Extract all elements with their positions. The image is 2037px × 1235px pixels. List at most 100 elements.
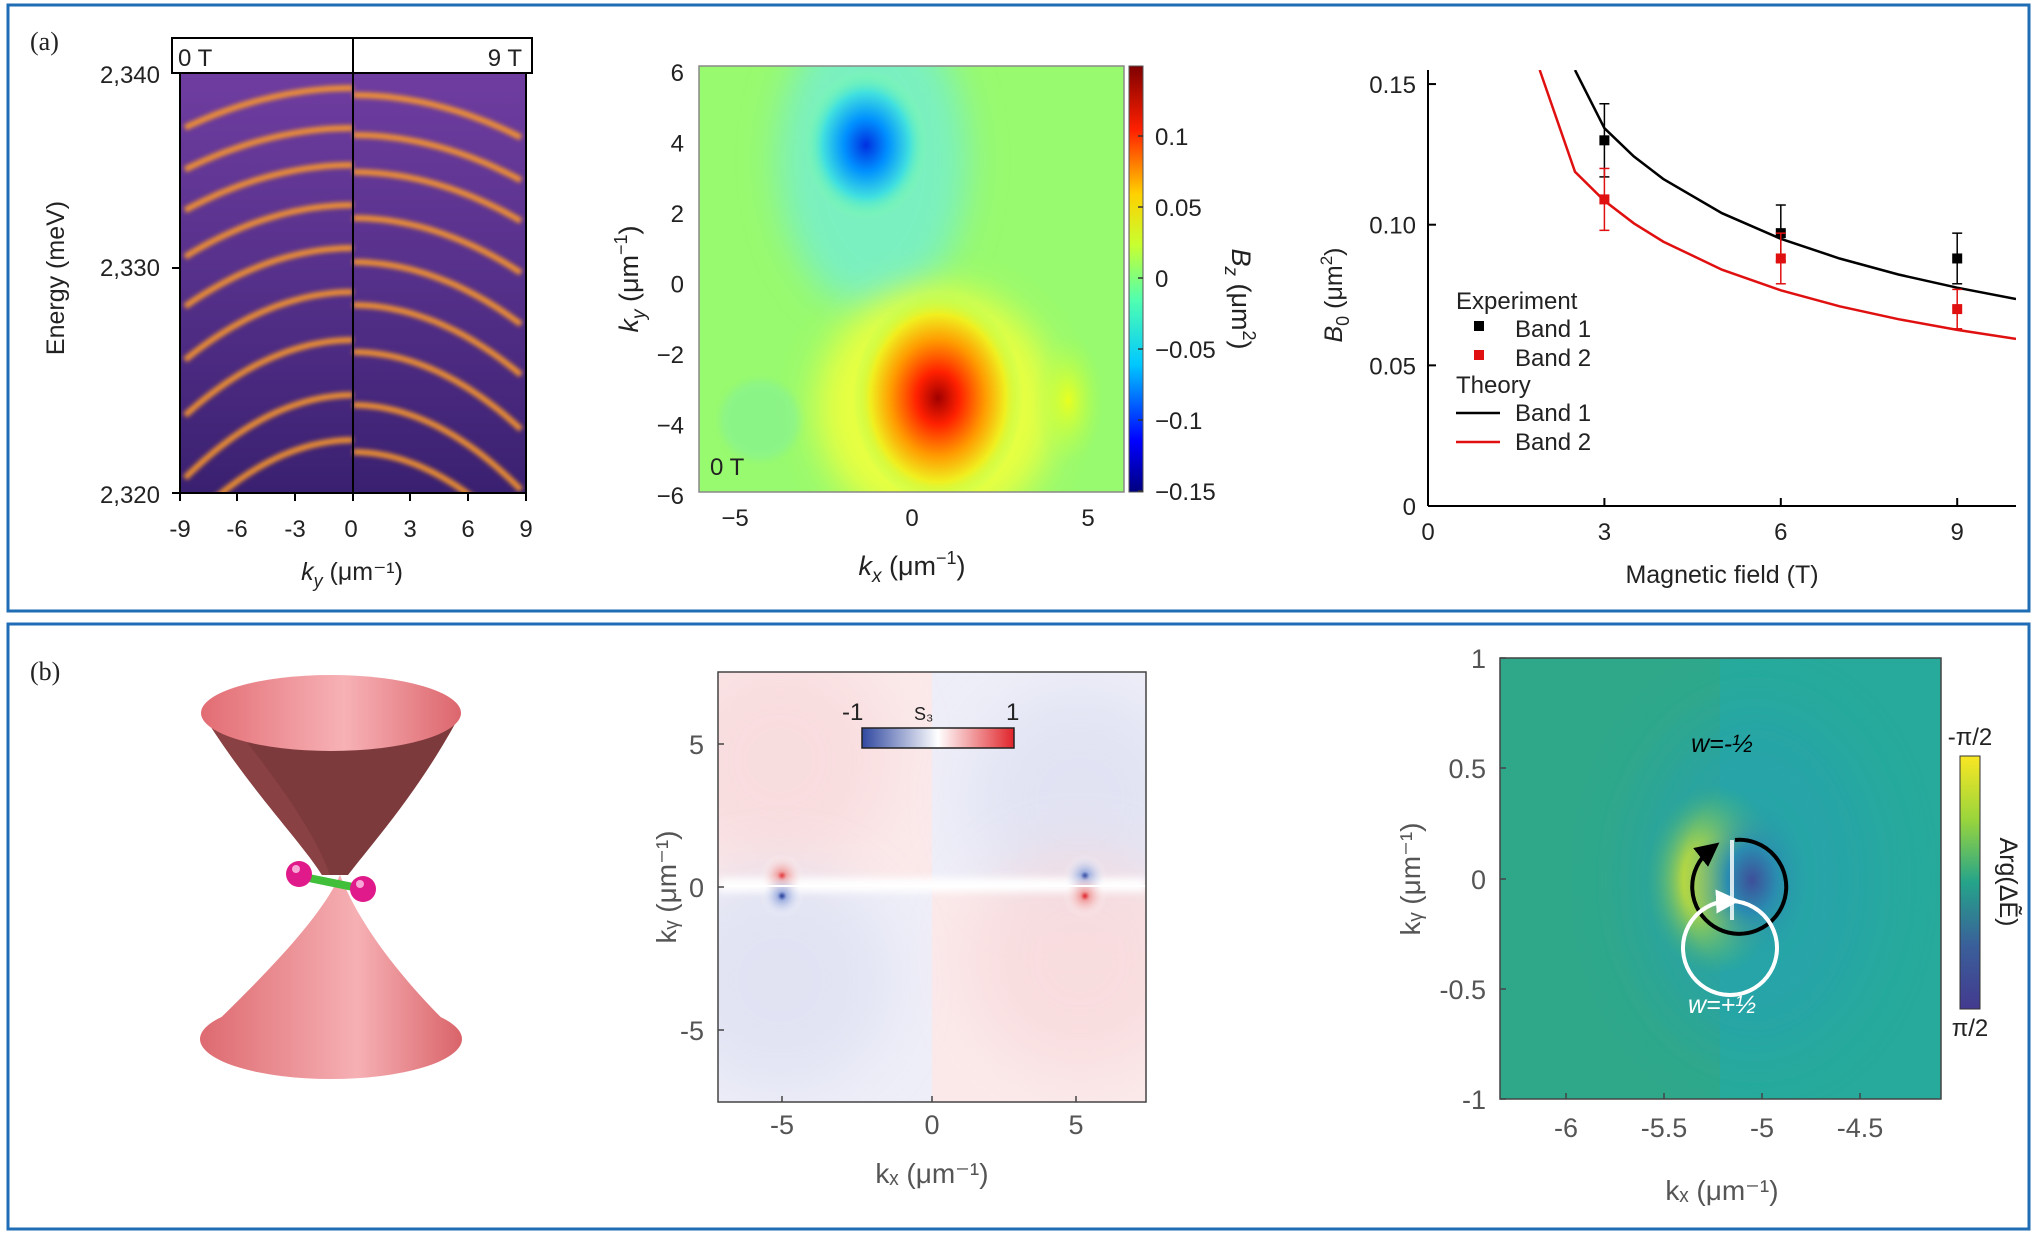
- legend-label-band2-theory: Band 2: [1515, 429, 1591, 456]
- legend-label-band2-exp: Band 2: [1515, 345, 1591, 372]
- legend-theory-title: Theory: [1456, 372, 1531, 399]
- spectrum-bands: [182, 85, 524, 493]
- b0-xlabel: Magnetic field (T): [1625, 561, 1818, 589]
- cb-tick-label: 0: [1155, 266, 1168, 293]
- x-tick-label: 0: [344, 516, 357, 543]
- y-tick-label: −2: [657, 342, 684, 369]
- exceptional-point-right: [350, 876, 376, 902]
- y-tick-label: 0.15: [1369, 72, 1416, 99]
- cb-tick-label: 0.1: [1155, 124, 1188, 151]
- x-tick-label: -3: [284, 516, 305, 543]
- x-tick-label: 3: [1598, 519, 1611, 546]
- spectrum-plot: 0 T 9 T 2,340 2,330 2,320 Energy (meV) -…: [42, 37, 533, 591]
- plot-area: [1538, 70, 2016, 341]
- arg-ticks: -6 -5.5 -5 -4.5 1 0.5 0 -0.5 -1: [1439, 644, 1883, 1143]
- winding-loop-bottom: [1681, 889, 1779, 997]
- arg-colorbar: [1959, 755, 1981, 1010]
- x-tick-label: -5: [770, 1110, 794, 1140]
- y-tick-label: -0.5: [1439, 975, 1486, 1005]
- panel-b-frame: [6, 622, 2031, 1231]
- y-tick-label: 0: [689, 873, 704, 903]
- x-tick-label: 5: [1068, 1110, 1083, 1140]
- legend-marker-band1: [1474, 321, 1484, 331]
- y-tick-label: 5: [689, 730, 704, 760]
- arg-cb-label: Arg(ΔẼ): [1994, 838, 2023, 927]
- data-point: [1952, 304, 1963, 315]
- s3-map: -1 S₃ 1 -5 0 5 5 0 -5 kₓ (μm⁻¹) kᵧ (μm⁻¹): [651, 671, 1147, 1189]
- y-tick-label: 0: [1403, 494, 1416, 521]
- y-tick-label: 0.05: [1369, 353, 1416, 380]
- y-tick-label: 0: [1471, 865, 1486, 895]
- x-tick-label: -5.5: [1641, 1113, 1688, 1143]
- spectrum-band: [183, 125, 354, 173]
- spectrum-band: [183, 202, 354, 260]
- spectrum-band: [352, 259, 523, 327]
- legend-label-band1-theory: Band 1: [1515, 400, 1591, 427]
- data-point: [1952, 253, 1963, 264]
- bz-map: 0 T −5 0 5 6 4 2 0 −2 −4 −6 0.1 0.05 0 −0.05 −0.1 −0.1…: [611, 60, 1259, 587]
- w-top-label: w=-½: [1691, 730, 1753, 758]
- cone-base: [200, 999, 462, 1079]
- spectrum-band: [182, 392, 354, 481]
- y-tick-label: 0.10: [1369, 213, 1416, 240]
- spectrum-xlabel: ky (μm⁻¹): [301, 558, 403, 591]
- legend-marker-band2: [1474, 350, 1484, 360]
- data-point: [1599, 194, 1610, 205]
- legend-label-band1-exp: Band 1: [1515, 316, 1591, 343]
- spectrum-band: [352, 349, 524, 432]
- s3-cb-max: 1: [1006, 699, 1019, 726]
- winding-loop-top: [1690, 837, 1789, 936]
- spectrum-left-label: 0 T: [178, 45, 213, 72]
- s3-cb-title: S₃: [914, 704, 933, 724]
- bz-map-ticks: −5 0 5 6 4 2 0 −2 −4 −6: [657, 60, 1095, 532]
- y-tick-label: -5: [680, 1016, 704, 1046]
- cone-lower: [200, 875, 462, 1038]
- x-tick-label: -4.5: [1837, 1113, 1884, 1143]
- s3-spot: [1063, 874, 1107, 918]
- dirac-cone: [200, 675, 462, 1079]
- arg-ylabel: kᵧ (μm⁻¹): [1395, 823, 1426, 936]
- spectrum-band: [352, 449, 472, 493]
- spectrum-ylabel: Energy (meV): [42, 201, 70, 355]
- s3-ticks: -5 0 5 5 0 -5: [680, 730, 1084, 1140]
- b0-chart-body: 0 3 6 9 0 0.05 0.10 0.15: [1369, 70, 2016, 546]
- arg-cb-top: -π/2: [1948, 724, 1993, 751]
- spectrum-band: [352, 169, 523, 224]
- x-tick-label: 9: [1951, 519, 1964, 546]
- y-tick-label: −4: [657, 413, 684, 440]
- cone-upper: [202, 713, 461, 875]
- x-tick-label: -6: [226, 516, 247, 543]
- theory-line-band-2: [1538, 70, 2016, 341]
- s3-ylabel: kᵧ (μm⁻¹): [651, 831, 682, 944]
- x-tick-label: 0: [924, 1110, 939, 1140]
- bz-colorbar-label: Bz (μm2): [1220, 248, 1259, 349]
- y-tick-label: 0.5: [1448, 754, 1486, 784]
- spectrum-ytick: 2,320: [100, 482, 160, 509]
- arg-map: w=-½ w=+½ -π/2 π/2 Arg(ΔẼ) -6 -5.5 -5 -4.5 1…: [1395, 644, 2023, 1206]
- spectrum-band: [183, 162, 354, 213]
- y-tick-label: -1: [1462, 1085, 1486, 1115]
- s3-xlabel: kₓ (μm⁻¹): [875, 1158, 988, 1189]
- x-tick-label: -9: [169, 516, 190, 543]
- cone-top-rim: [201, 675, 461, 751]
- spectrum-band: [352, 302, 523, 378]
- x-tick-label: 6: [461, 516, 474, 543]
- x-tick-label: -6: [1554, 1113, 1578, 1143]
- b0-chart: 0 3 6 9 0 0.05 0.10 0.15 Magnetic field (T) B0 …: [1317, 70, 2016, 589]
- x-tick-label: 0: [1421, 519, 1434, 546]
- spectrum-ytick: 2,340: [100, 62, 160, 89]
- bz-ylabel: ky (μm−1): [611, 225, 650, 332]
- y-tick-label: −6: [657, 483, 684, 510]
- data-point: [1599, 135, 1610, 146]
- cb-tick-label: −0.1: [1155, 408, 1202, 435]
- y-tick-label: 6: [671, 60, 684, 87]
- arg-xlabel: kₓ (μm⁻¹): [1665, 1175, 1778, 1206]
- x-tick-label: 3: [403, 516, 416, 543]
- spectrum-band: [352, 132, 523, 183]
- b0-ylabel: B0 (μm2): [1317, 247, 1353, 342]
- panel-a-frame: [6, 3, 2031, 613]
- panel-a-tag: (a): [30, 27, 59, 56]
- x-tick-label: 0: [905, 505, 918, 532]
- s3-spot: [760, 874, 804, 918]
